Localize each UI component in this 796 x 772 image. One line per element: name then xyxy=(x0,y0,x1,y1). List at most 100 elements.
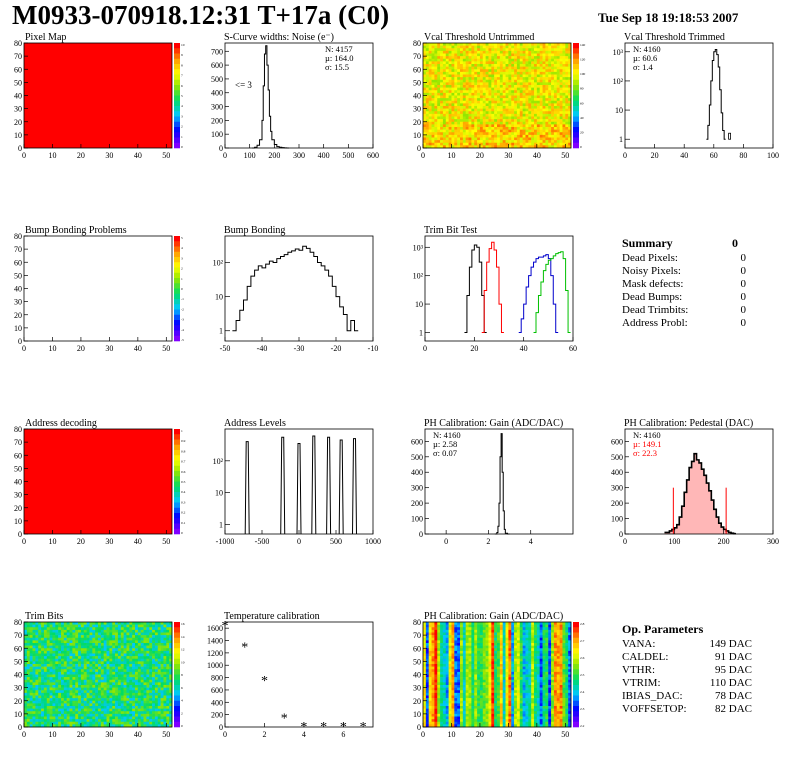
heatmap-cell xyxy=(117,656,122,660)
heatmap-cell xyxy=(132,661,136,665)
heatmap-cell xyxy=(129,669,133,673)
heatmap-cell xyxy=(55,724,59,728)
heatmap-cell xyxy=(519,100,523,104)
heatmap-cell xyxy=(531,82,535,86)
heatmap-cell xyxy=(117,637,122,641)
palette-label: -3 xyxy=(181,318,184,322)
heatmap-cell xyxy=(103,687,107,691)
heatmap-cell xyxy=(32,690,36,694)
y-tick-label: 70 xyxy=(14,245,22,254)
y-tick-label: 60 xyxy=(14,451,22,460)
heatmap-cell xyxy=(423,635,427,639)
heatmap-cell xyxy=(86,653,90,657)
heatmap-cell xyxy=(485,43,489,46)
heatmap-cell xyxy=(149,643,153,646)
x-tick-label: 40 xyxy=(533,151,541,160)
palette-label: -2 xyxy=(181,307,184,311)
heatmap-cell xyxy=(471,74,475,78)
heatmap-cell xyxy=(468,43,472,46)
palette-label: 0.2 xyxy=(181,511,186,515)
heatmap-cell xyxy=(528,129,532,133)
heatmap-cell xyxy=(72,713,76,717)
heatmap-cell xyxy=(479,132,484,136)
heatmap-cell xyxy=(425,64,429,67)
heatmap-cell xyxy=(442,77,447,81)
heatmap-cell xyxy=(562,69,566,73)
heatmap-cell xyxy=(129,674,133,678)
heatmap-cell xyxy=(491,71,495,75)
heatmap-cell xyxy=(154,695,159,699)
heatmap-cell xyxy=(41,622,45,625)
heatmap-cell xyxy=(431,95,435,99)
heatmap-cell xyxy=(425,106,429,109)
heatmap-cell xyxy=(425,116,429,120)
heatmap-cell xyxy=(428,108,432,112)
heatmap-cell xyxy=(479,61,484,65)
heatmap-cell xyxy=(24,721,28,725)
heatmap-cell xyxy=(440,71,444,75)
heatmap-cell xyxy=(508,137,512,141)
heatmap-cell xyxy=(454,98,458,102)
heatmap-cell xyxy=(445,58,449,62)
heatmap-cell xyxy=(166,624,170,628)
heatmap-cell xyxy=(553,145,558,149)
heatmap-cell xyxy=(92,645,96,649)
heatmap-cell xyxy=(140,635,144,639)
heatmap-cell xyxy=(440,43,444,46)
heatmap-cell xyxy=(460,140,464,144)
heatmap-cell xyxy=(109,703,113,707)
heatmap-cell xyxy=(41,656,45,660)
heatmap-cell xyxy=(423,71,427,75)
heatmap-cell xyxy=(553,100,558,104)
heatmap-cell xyxy=(106,690,110,694)
heatmap-cell xyxy=(154,653,159,657)
heatmap-cell xyxy=(519,45,523,49)
heatmap-cell xyxy=(516,58,521,62)
heatmap-cell xyxy=(423,90,427,94)
heatmap-cell xyxy=(86,700,90,704)
heatmap-cell xyxy=(542,82,546,86)
heatmap-cell xyxy=(460,45,464,49)
heatmap-cell xyxy=(169,695,173,699)
heatmap-cell xyxy=(35,687,39,691)
heatmap-cell xyxy=(41,671,45,675)
heatmap-cell xyxy=(98,640,102,644)
heatmap-cell xyxy=(132,721,136,725)
heatmap-cell xyxy=(160,711,164,715)
heatmap-cell xyxy=(169,669,173,673)
heatmap-cell xyxy=(146,687,150,691)
heatmap-cell xyxy=(528,50,532,54)
heatmap-cell xyxy=(89,700,93,704)
heatmap-cell xyxy=(505,629,509,633)
heatmap-cell xyxy=(534,64,538,67)
y-tick-label: 50 xyxy=(14,657,22,666)
heatmap-cell xyxy=(120,692,124,696)
heatmap-cell xyxy=(80,648,85,652)
heatmap-cell xyxy=(519,140,523,144)
heatmap-cell xyxy=(468,622,472,625)
heatmap-cell xyxy=(425,111,429,115)
heatmap-cell xyxy=(146,724,150,728)
heatmap-cell xyxy=(482,66,486,70)
heatmap-cell xyxy=(132,658,136,662)
heatmap-cell xyxy=(559,56,563,60)
heatmap-cell xyxy=(95,640,99,644)
heatmap-cell xyxy=(35,624,39,628)
heatmap-cell xyxy=(137,658,141,662)
heatmap-cell xyxy=(482,74,486,78)
heatmap-cell xyxy=(474,134,478,138)
heatmap-cell xyxy=(72,703,76,707)
heatmap-cell xyxy=(163,632,167,636)
heatmap-cell xyxy=(160,690,164,694)
heatmap-cell xyxy=(106,682,110,686)
heatmap-cell xyxy=(434,624,438,628)
heatmap-cell xyxy=(542,103,546,107)
heatmap-cell xyxy=(423,119,427,123)
heatmap-cell xyxy=(69,648,73,652)
heatmap-cell xyxy=(553,79,558,83)
heatmap-cell xyxy=(120,677,124,681)
stat-line: N: 4160 xyxy=(633,430,661,440)
heatmap-cell xyxy=(562,64,566,67)
heatmap-cell xyxy=(58,671,62,675)
heatmap-cells xyxy=(24,429,172,534)
